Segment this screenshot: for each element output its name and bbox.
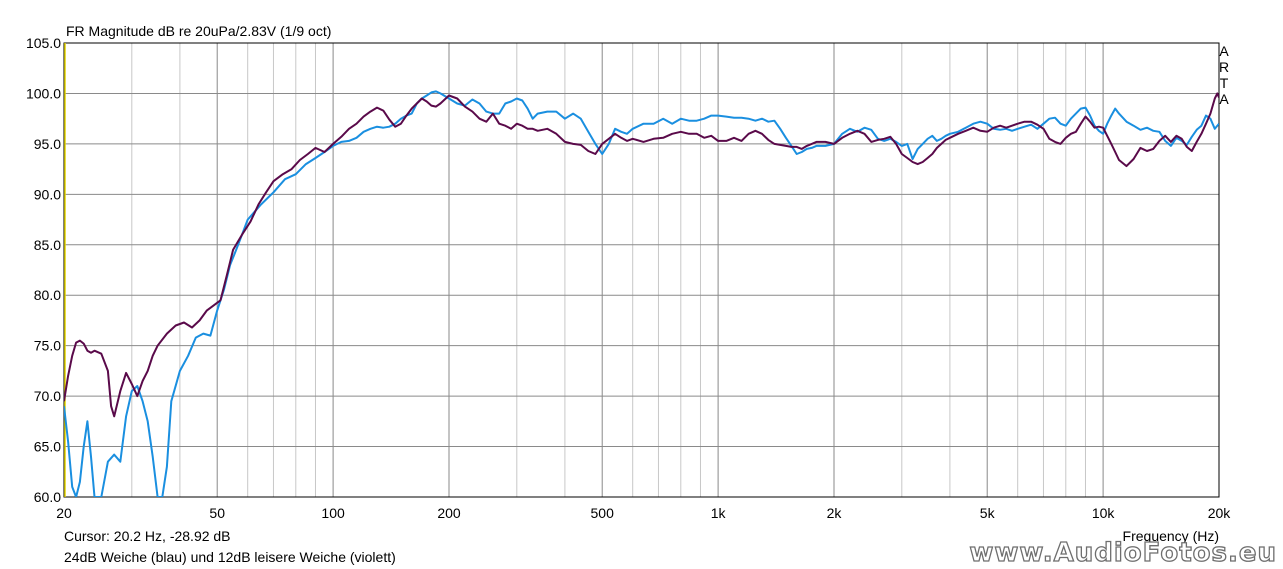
chart-title: FR Magnitude dB re 20uPa/2.83V (1/9 oct)	[66, 23, 331, 39]
x-tick-label: 20k	[1208, 505, 1232, 521]
y-tick-label: 95.0	[34, 136, 61, 152]
x-tick-label: 2k	[827, 505, 843, 521]
y-tick-label: 80.0	[34, 287, 61, 303]
y-tick-label: 105.0	[26, 35, 61, 51]
x-tick-label: 1k	[711, 505, 727, 521]
x-tick-label: 20	[56, 505, 72, 521]
y-tick-label: 60.0	[34, 489, 61, 505]
side-label-letter: A	[1219, 43, 1229, 59]
cursor-readout: Cursor: 20.2 Hz, -28.92 dB	[64, 528, 231, 544]
y-tick-label: 65.0	[34, 439, 61, 455]
y-tick-label: 75.0	[34, 338, 61, 354]
x-tick-label: 500	[591, 505, 615, 521]
side-label-letter: A	[1219, 91, 1229, 107]
x-axis-label: Frequency (Hz)	[1123, 528, 1219, 544]
y-tick-label: 90.0	[34, 186, 61, 202]
watermark-logo: www.AudioFotos.eu	[969, 538, 1277, 568]
y-tick-label: 70.0	[34, 388, 61, 404]
plot-area-frame	[63, 42, 1220, 498]
x-tick-label: 10k	[1092, 505, 1116, 521]
arta-side-label: A R T A	[1219, 43, 1229, 107]
y-tick-labels: 105.0 100.0 95.0 90.0 85.0 80.0 75.0 70.0 65.0 60…	[26, 35, 61, 505]
series-line-2	[64, 92, 1219, 418]
x-tick-label: 5k	[980, 505, 996, 521]
chart-caption: 24dB Weiche (blau) und 12dB leisere Weic…	[64, 549, 396, 565]
x-tick-label: 100	[321, 505, 345, 521]
series-line-1	[64, 90, 1219, 497]
minor-gridlines	[131, 43, 1086, 497]
x-tick-label: 50	[209, 505, 225, 521]
y-tick-label: 85.0	[34, 237, 61, 253]
side-label-letter: T	[1220, 75, 1229, 91]
side-label-letter: R	[1219, 59, 1229, 75]
y-tick-label: 100.0	[26, 85, 61, 101]
x-tick-label: 200	[437, 505, 461, 521]
x-tick-labels: 20 50 100 200 500 1k 2k 5k 10k 20k	[56, 505, 1231, 521]
major-gridlines	[63, 42, 1220, 498]
series-lines	[64, 90, 1219, 497]
